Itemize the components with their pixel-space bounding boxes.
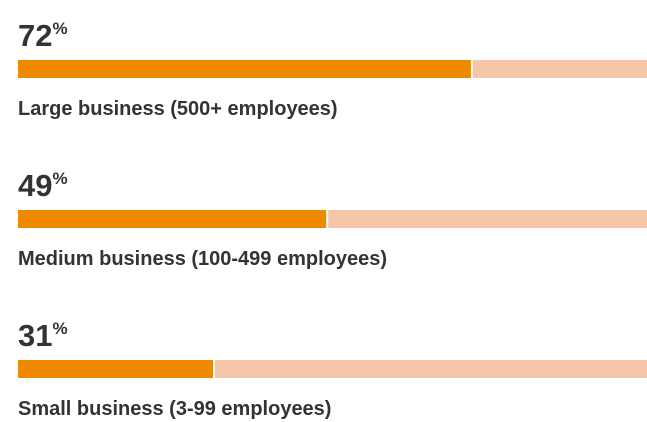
value-label: 72%: [18, 18, 68, 53]
value-number: 31: [18, 318, 52, 353]
category-label: Large business (500+ employees): [18, 98, 338, 120]
bar: [18, 210, 327, 228]
bar: [18, 360, 213, 378]
value-number: 72: [18, 18, 52, 53]
value-unit: %: [52, 319, 67, 338]
bar: [18, 60, 471, 78]
value-label: 31%: [18, 318, 68, 353]
value-number: 49: [18, 168, 52, 203]
value-unit: %: [52, 19, 67, 38]
bar-track: [328, 210, 647, 228]
bar-track: [214, 360, 647, 378]
value-label: 49%: [18, 168, 68, 203]
value-unit: %: [52, 169, 67, 188]
category-label: Medium business (100-499 employees): [18, 248, 387, 270]
category-label: Small business (3-99 employees): [18, 398, 331, 420]
bar-track: [472, 60, 647, 78]
